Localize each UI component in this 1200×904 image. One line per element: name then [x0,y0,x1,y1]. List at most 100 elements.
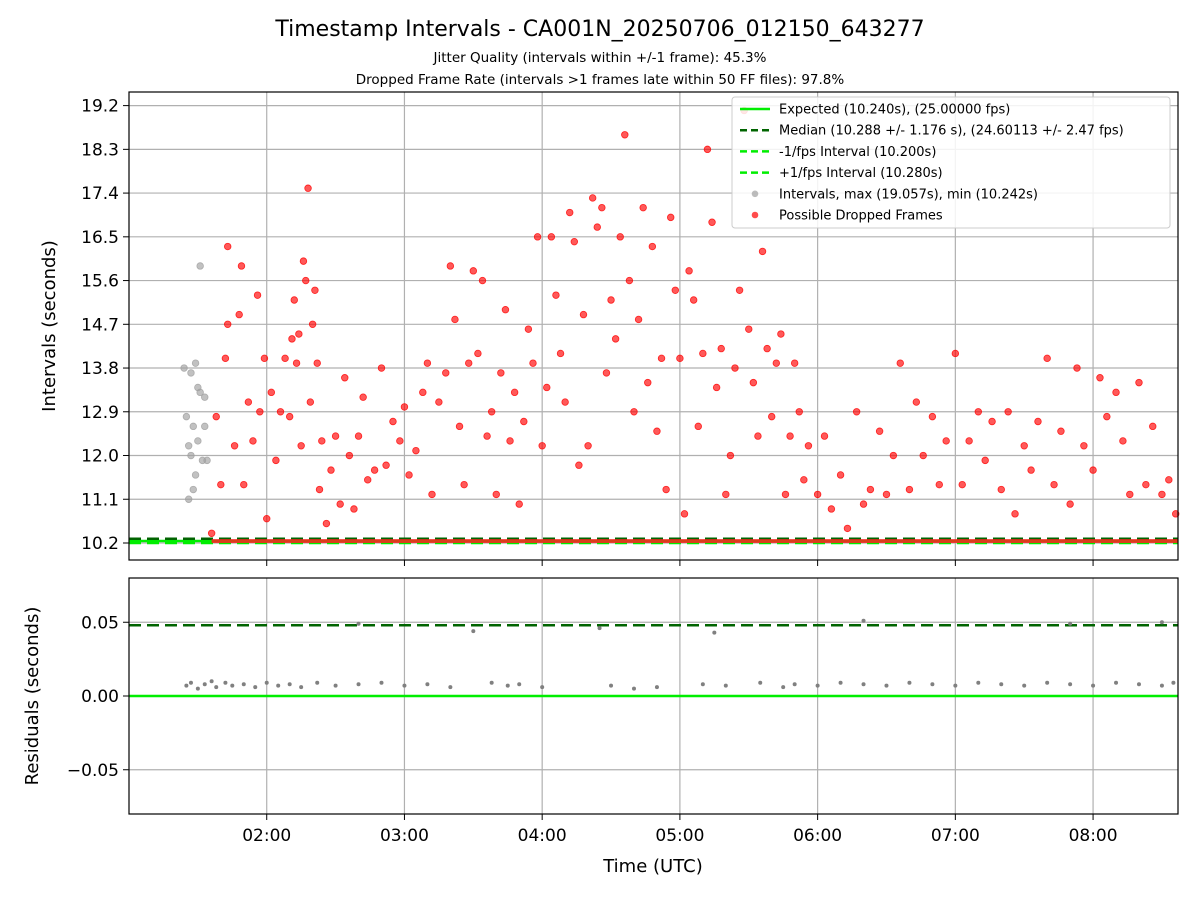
dropped-frame-point [607,296,615,304]
dropped-frame-point [981,456,989,465]
dropped-frame-point [322,519,331,528]
dropped-frame-point [689,296,698,304]
dropped-frame-point [1142,480,1150,489]
residual-point [448,685,453,690]
dropped-frame-point [795,408,803,416]
dropped-frame-point [529,359,537,367]
dropped-frame-point [1027,466,1035,474]
dropped-frame-point [292,359,301,367]
interval-point [201,422,209,431]
dropped-frame-point [735,286,744,294]
dropped-frame-point [359,393,367,401]
residual-point [712,630,717,635]
dropped-frame-point [538,442,546,450]
interval-point [191,359,200,367]
dropped-frame-point [543,383,551,392]
x-axis-label: Time (UTC) [602,856,703,877]
dropped-frame-point [958,480,966,489]
residual-point [402,683,407,688]
dropped-frame-point [634,315,643,324]
dropped-frame-point [428,490,436,499]
residual-point [781,685,786,690]
dropped-frame-point [593,223,601,231]
dropped-frame-point [625,276,634,285]
dropped-frame-point [318,437,326,445]
residual-point [230,683,235,688]
dropped-frame-point [951,349,960,358]
dropped-frame-point [694,422,702,431]
dropped-frame-point [336,500,344,508]
residual-point [631,686,636,691]
dropped-frame-point [497,369,505,377]
residual-point [184,683,189,688]
residual-point [1136,682,1141,687]
interval-point [180,364,188,372]
dropped-frames-baseline-band [211,539,1178,543]
dropped-frame-point [912,398,921,406]
dropped-frame-point [611,335,620,343]
dropped-frame-point [763,344,771,353]
top-x-ticks [266,560,1094,566]
dropped-frame-point [288,335,296,343]
dropped-frame-point [506,437,514,445]
dropped-frame-point [533,233,542,241]
dropped-frame-point [602,369,611,377]
dropped-frame-point [1158,490,1166,499]
residual-point [1171,680,1176,685]
dropped-frame-point [1126,490,1134,499]
top-y-axis-label: Intervals (seconds) [39,240,60,412]
top-grid [129,92,1178,560]
dropped-frame-point [942,437,950,445]
dropped-frame-point [1165,476,1173,484]
dropped-frame-point [813,490,822,499]
dropped-frame-point [290,296,298,304]
dropped-frame-point [435,398,443,406]
dropped-frame-point [364,476,372,484]
dropped-frame-point [377,364,386,372]
dropped-frame-point [1112,388,1120,397]
residual-point [315,680,320,685]
x-tick-label: 02:00 [242,826,291,846]
dropped-frame-point [866,485,875,494]
dropped-frame-point [988,417,996,426]
dropped-frame-point [221,354,230,363]
dropped-frame-point [584,442,592,450]
dropped-frame-point [224,242,232,251]
residual-point [299,685,304,690]
dropped-frame-point [267,388,276,397]
dropped-frame-point [843,524,852,533]
dropped-frame-point [423,359,432,367]
bottom-y-tick-label: 0.05 [81,613,119,633]
dropped-frame-point [1080,442,1088,450]
dropped-frame-point [804,442,813,450]
dropped-frame-point [680,510,689,518]
top-y-tick-label: 16.5 [81,228,119,248]
residual-point [654,685,659,690]
dropped-frame-point [370,466,379,474]
dropped-frame-point [566,208,574,217]
bottom-y-axis-label: Residuals (seconds) [22,607,43,786]
dropped-frame-point [487,408,496,416]
dropped-frame-point [726,451,735,460]
bottom-y-tick-label: −0.05 [67,761,119,781]
dropped-frame-point [311,286,319,294]
dropped-frame-point [240,480,248,489]
dropped-frame-point [331,432,340,440]
dropped-frame-point [662,485,670,494]
dropped-frame-point [827,505,836,513]
dropped-frame-point [235,310,243,319]
residual-point [356,682,361,687]
dropped-frame-point [919,451,927,460]
dropped-frame-point [790,359,799,367]
residual-point [953,683,958,688]
top-y-tick-label: 12.9 [81,403,119,423]
residual-point [999,682,1004,687]
x-tick-label: 05:00 [655,826,704,846]
residual-point [815,683,820,688]
residual-point [1114,680,1119,685]
dropped-frame-point [281,354,289,363]
dropped-frame-point [781,490,790,499]
dropped-frame-point [852,408,861,416]
